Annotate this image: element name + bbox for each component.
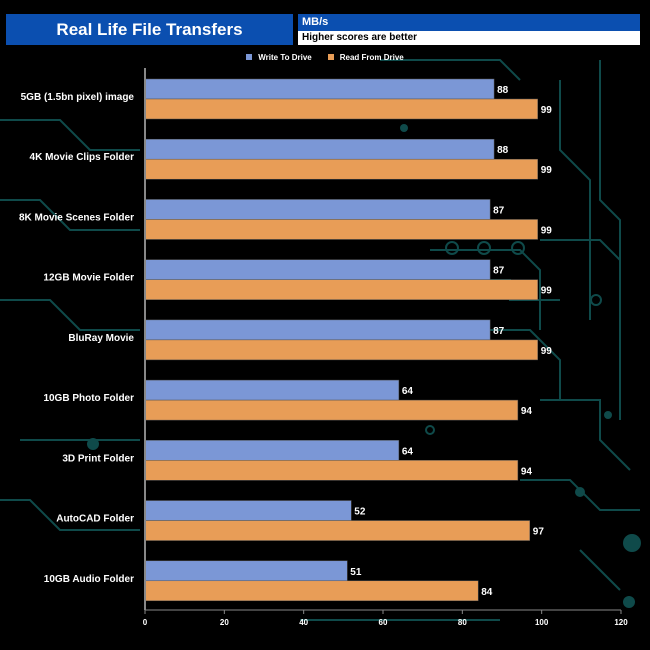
- legend-label-read: Read From Drive: [339, 52, 404, 62]
- data-label: 51: [350, 567, 362, 578]
- write-bar: [144, 259, 491, 280]
- x-tick-label: 20: [220, 618, 229, 627]
- data-label: 64: [402, 446, 414, 457]
- write-bar: [144, 199, 491, 220]
- category-label: 8K Movie Scenes Folder: [19, 212, 134, 223]
- data-label: 87: [493, 205, 505, 216]
- x-tick-label: 60: [379, 618, 388, 627]
- legend-swatch-read: [327, 54, 334, 60]
- read-bar: [144, 158, 538, 180]
- read-bar: [144, 339, 538, 361]
- data-label: 88: [497, 85, 509, 96]
- data-label: 97: [533, 527, 545, 538]
- category-label: 10GB Photo Folder: [43, 393, 134, 404]
- legend: Write To Drive Read From Drive: [0, 50, 650, 64]
- category-label: 12GB Movie Folder: [43, 273, 134, 284]
- write-bar: [144, 560, 348, 582]
- data-label: 99: [541, 346, 553, 357]
- x-tick-label: 100: [535, 618, 549, 627]
- category-label: 4K Movie Clips Folder: [30, 152, 135, 163]
- write-bar: [144, 379, 400, 401]
- scoring-note: Higher scores are better: [298, 31, 640, 45]
- legend-label-write: Write To Drive: [258, 52, 312, 62]
- data-label: 99: [541, 286, 553, 297]
- data-label: 99: [541, 225, 553, 236]
- category-label: BluRay Movie: [68, 333, 134, 344]
- data-label: 88: [497, 145, 509, 156]
- write-bar: [144, 500, 352, 521]
- data-label: 87: [493, 326, 505, 337]
- data-label: 99: [541, 165, 553, 176]
- read-bar: [144, 399, 519, 421]
- data-label: 87: [493, 266, 505, 277]
- read-bar: [144, 580, 479, 602]
- x-tick-label: 40: [299, 618, 308, 627]
- x-tick-label: 80: [458, 618, 467, 627]
- write-bar: [144, 319, 491, 341]
- category-label: 5GB (1.5bn pixel) image: [21, 92, 135, 103]
- category-label: 10GB Audio Folder: [44, 574, 134, 585]
- chart-title: Real Life File Transfers: [6, 14, 293, 45]
- data-label: 99: [541, 105, 553, 116]
- data-label: 64: [402, 386, 414, 397]
- write-bar: [144, 138, 495, 160]
- legend-item-write: Write To Drive: [246, 53, 312, 62]
- data-label: 94: [521, 466, 533, 477]
- x-tick-label: 0: [143, 618, 148, 627]
- write-bar: [144, 440, 400, 461]
- category-label: AutoCAD Folder: [56, 514, 134, 525]
- data-label: 52: [354, 507, 366, 518]
- read-bar: [144, 219, 538, 240]
- read-bar: [144, 520, 531, 541]
- data-label: 84: [481, 587, 493, 598]
- read-bar: [144, 279, 538, 300]
- legend-item-read: Read From Drive: [327, 52, 404, 62]
- unit-label: MB/s: [298, 14, 640, 31]
- data-label: 94: [521, 406, 533, 417]
- read-bar: [144, 460, 519, 481]
- legend-swatch-write: [246, 54, 253, 60]
- write-bar: [144, 78, 495, 100]
- category-label: 3D Print Folder: [62, 453, 134, 464]
- read-bar: [144, 98, 538, 120]
- x-tick-label: 120: [614, 618, 628, 627]
